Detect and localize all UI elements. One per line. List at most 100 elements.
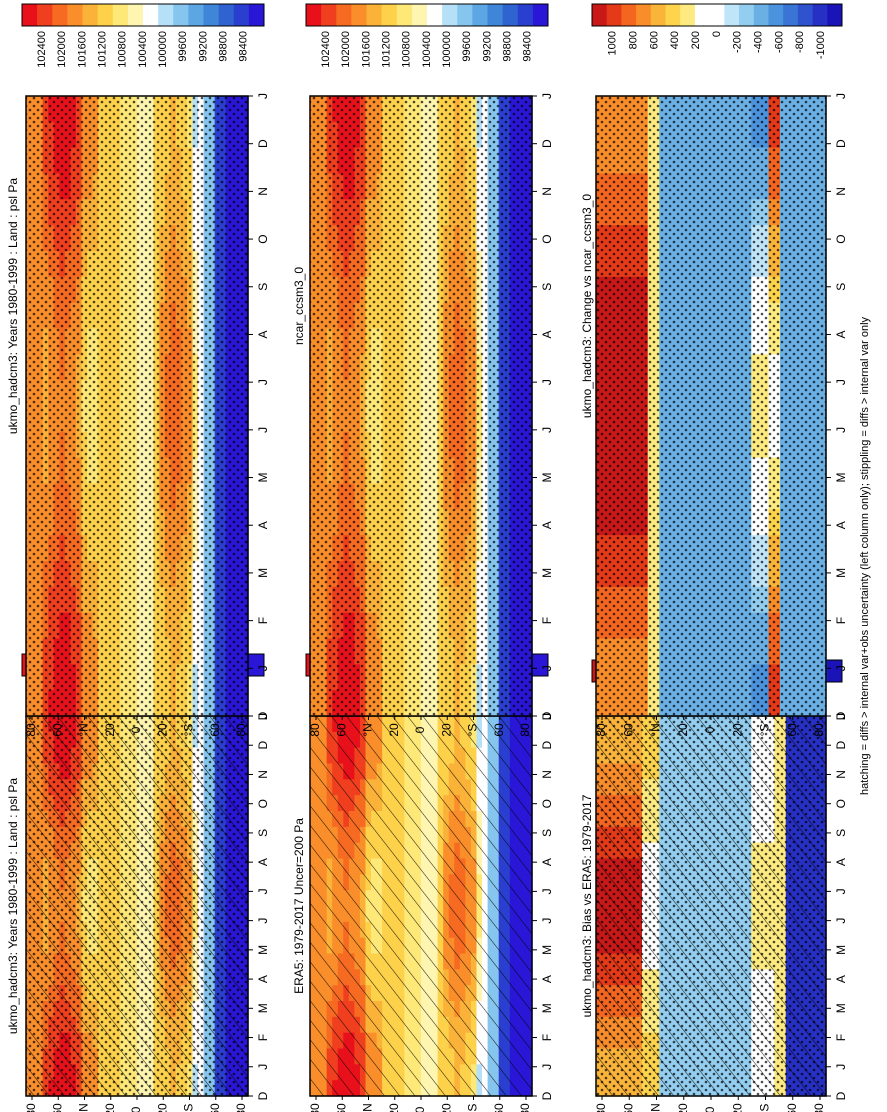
colorbar-label: 101200	[381, 31, 393, 68]
y-tick-label: 60	[208, 723, 222, 737]
x-tick-label: F	[256, 617, 270, 624]
colorbar-frame	[21, 3, 265, 27]
x-tick-label: A	[256, 330, 270, 338]
x-tick-label: J	[540, 427, 554, 433]
y-tick-label: °S	[182, 1104, 196, 1112]
colorbar-swatch	[411, 4, 428, 26]
colorbar-swatch	[188, 4, 205, 26]
colorbar-swatch	[82, 4, 99, 26]
colorbar-swatch	[306, 4, 322, 26]
colorbar-swatch	[366, 4, 383, 26]
y-tick-label: °S	[466, 1104, 480, 1112]
colorbar-swatch	[203, 4, 220, 26]
x-tick-label: M	[540, 568, 554, 578]
y-tick-label: 20	[103, 723, 117, 737]
x-tick-label: D	[256, 711, 270, 720]
colorbar-frame	[305, 3, 549, 27]
x-tick-label: J	[540, 93, 554, 99]
y-tick-label: 60	[50, 723, 64, 737]
colorbar-label: 99200	[197, 31, 209, 62]
stippling-overlay	[26, 96, 248, 716]
x-tick-label: O	[540, 799, 554, 808]
x-tick-label: A	[540, 521, 554, 529]
x-tick-label: N	[540, 187, 554, 196]
x-tick-label: N	[256, 187, 270, 196]
x-tick-label: D	[256, 1091, 270, 1100]
panel-title: ERA5: 1979-2017 Uncer=200 Pa	[292, 818, 306, 994]
colorbar-label: 100800	[117, 31, 129, 68]
y-tick-label: 0	[129, 726, 143, 733]
x-tick-label: J	[256, 427, 270, 433]
x-tick-label: J	[540, 1064, 554, 1070]
x-tick-label: J	[256, 93, 270, 99]
colorbar-label: 98800	[502, 31, 514, 62]
x-tick-label: J	[256, 1064, 270, 1070]
y-tick-label: 60	[334, 1103, 348, 1112]
y-tick-label: 80	[518, 723, 532, 737]
colorbar-label: 100400	[421, 31, 433, 68]
x-tick-label: M	[256, 568, 270, 578]
y-tick-label: 20	[439, 723, 453, 737]
colorbar-swatch	[457, 4, 473, 26]
x-tick-label: F	[540, 617, 554, 624]
x-tick-label: S	[540, 829, 554, 837]
x-tick-label: M	[256, 473, 270, 483]
colorbar-swatch	[173, 4, 189, 26]
colorbar-swatch	[248, 654, 265, 676]
x-tick-label: J	[540, 918, 554, 924]
x-tick-label: J	[540, 379, 554, 385]
colorbar-swatch	[97, 4, 114, 26]
colorbar-label: 100000	[157, 31, 169, 68]
colorbar-label: 100800	[401, 31, 413, 68]
y-tick-label: 20	[387, 723, 401, 737]
y-tick-label: 0	[413, 726, 427, 733]
x-tick-label: J	[256, 665, 270, 671]
x-tick-label: J	[256, 379, 270, 385]
x-tick-label: J	[256, 713, 270, 719]
y-tick-label: 60	[50, 1103, 64, 1112]
y-tick-label: 20	[155, 1103, 169, 1112]
x-tick-label: J	[540, 713, 554, 719]
y-tick-label: 20	[439, 1103, 453, 1112]
y-tick-label: 0	[129, 1106, 143, 1112]
colorbar-label: 100400	[137, 31, 149, 68]
panel-title: ukmo_hadcm3: Years 1980-1999 : Land : ps…	[6, 178, 20, 435]
colorbar-swatch	[218, 4, 235, 26]
colorbar-swatch	[233, 4, 250, 26]
x-tick-label: S	[256, 283, 270, 291]
x-tick-label: N	[540, 770, 554, 779]
colorbar-swatch	[127, 4, 144, 26]
x-tick-label: J	[540, 888, 554, 894]
x-tick-label: A	[540, 858, 554, 866]
x-tick-label: N	[256, 770, 270, 779]
colorbar-label: 101600	[360, 31, 372, 68]
y-tick-label: 80	[234, 1103, 248, 1112]
x-tick-label: S	[540, 283, 554, 291]
x-tick-label: A	[256, 521, 270, 529]
colorbar-swatch	[532, 4, 549, 26]
colorbar-swatch	[67, 4, 84, 26]
colorbar-swatch	[52, 4, 68, 26]
x-tick-label: A	[540, 975, 554, 983]
x-tick-label: J	[540, 665, 554, 671]
y-tick-label: °N	[361, 723, 375, 736]
stippling-overlay	[310, 96, 532, 716]
colorbar-swatch	[381, 4, 398, 26]
colorbar-swatch	[487, 4, 504, 26]
y-tick-label: 80	[24, 723, 38, 737]
x-tick-label: S	[256, 829, 270, 837]
colorbar-swatch	[442, 4, 458, 26]
y-tick-label: °N	[361, 1103, 375, 1112]
colorbar-swatch	[143, 4, 159, 26]
x-tick-label: A	[256, 975, 270, 983]
x-tick-label: D	[256, 139, 270, 148]
panel-title: ukmo_hadcm3: Years 1980-1999 : Land : ps…	[6, 778, 20, 1035]
colorbar-label: 102400	[320, 31, 332, 68]
